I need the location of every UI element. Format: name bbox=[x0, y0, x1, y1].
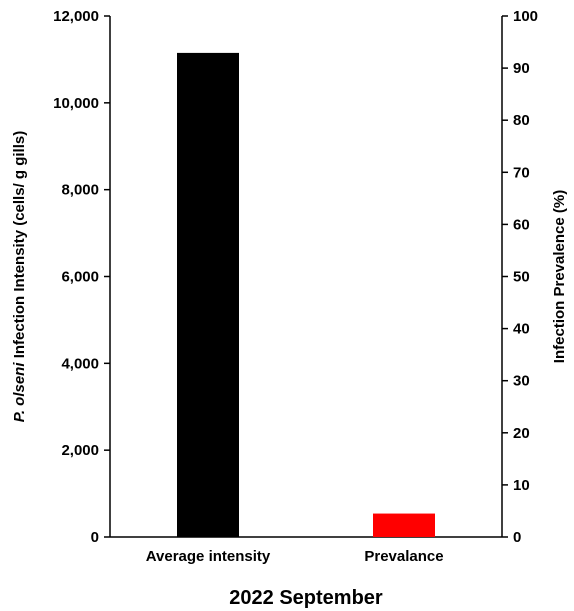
x-axis-title: 2022 September bbox=[229, 587, 383, 609]
right-y-tick-label: 30 bbox=[513, 373, 530, 390]
left-y-tick-label: 2,000 bbox=[61, 442, 99, 459]
x-tick-label: Average intensity bbox=[146, 548, 271, 565]
left-y-axis-title-italic: P. olseni bbox=[11, 362, 28, 423]
left-y-ticks: 0 2,000 4,000 6,000 8,000 10,000 12,000 bbox=[53, 8, 110, 546]
bar-average-intensity bbox=[177, 52, 239, 537]
left-y-tick-label: 12,000 bbox=[53, 8, 99, 25]
plot-area: 0 2,000 4,000 6,000 8,000 10,000 12,000 0 10 20 3… bbox=[53, 8, 538, 565]
left-y-axis-title-rest: Infection Intensity (cells/ g gills) bbox=[11, 131, 28, 363]
right-y-tick-label: 0 bbox=[513, 529, 521, 546]
right-y-ticks: 0 10 20 30 40 50 60 70 80 90 100 bbox=[502, 8, 538, 546]
left-y-axis-title: P. olseni Infection Intensity (cells/ g … bbox=[11, 131, 28, 422]
left-y-tick-label: 8,000 bbox=[61, 182, 99, 199]
right-y-tick-label: 80 bbox=[513, 112, 530, 129]
left-y-tick-label: 6,000 bbox=[61, 269, 99, 286]
x-tick-labels: Average intensity Prevalance bbox=[146, 548, 444, 565]
bar-prevalance bbox=[373, 513, 435, 537]
bars bbox=[177, 52, 435, 537]
right-y-tick-label: 90 bbox=[513, 60, 530, 77]
left-y-tick-label: 0 bbox=[91, 529, 99, 546]
left-y-tick-label: 10,000 bbox=[53, 95, 99, 112]
right-y-tick-label: 100 bbox=[513, 8, 538, 25]
right-y-tick-label: 10 bbox=[513, 477, 530, 494]
right-y-tick-label: 20 bbox=[513, 425, 530, 442]
right-y-tick-label: 70 bbox=[513, 164, 530, 181]
x-tick-label: Prevalance bbox=[364, 548, 443, 565]
right-y-axis-title: Infection Prevalence (%) bbox=[551, 190, 568, 363]
right-y-tick-label: 40 bbox=[513, 321, 530, 338]
right-y-tick-label: 50 bbox=[513, 269, 530, 286]
right-y-tick-label: 60 bbox=[513, 216, 530, 233]
left-y-tick-label: 4,000 bbox=[61, 355, 99, 372]
